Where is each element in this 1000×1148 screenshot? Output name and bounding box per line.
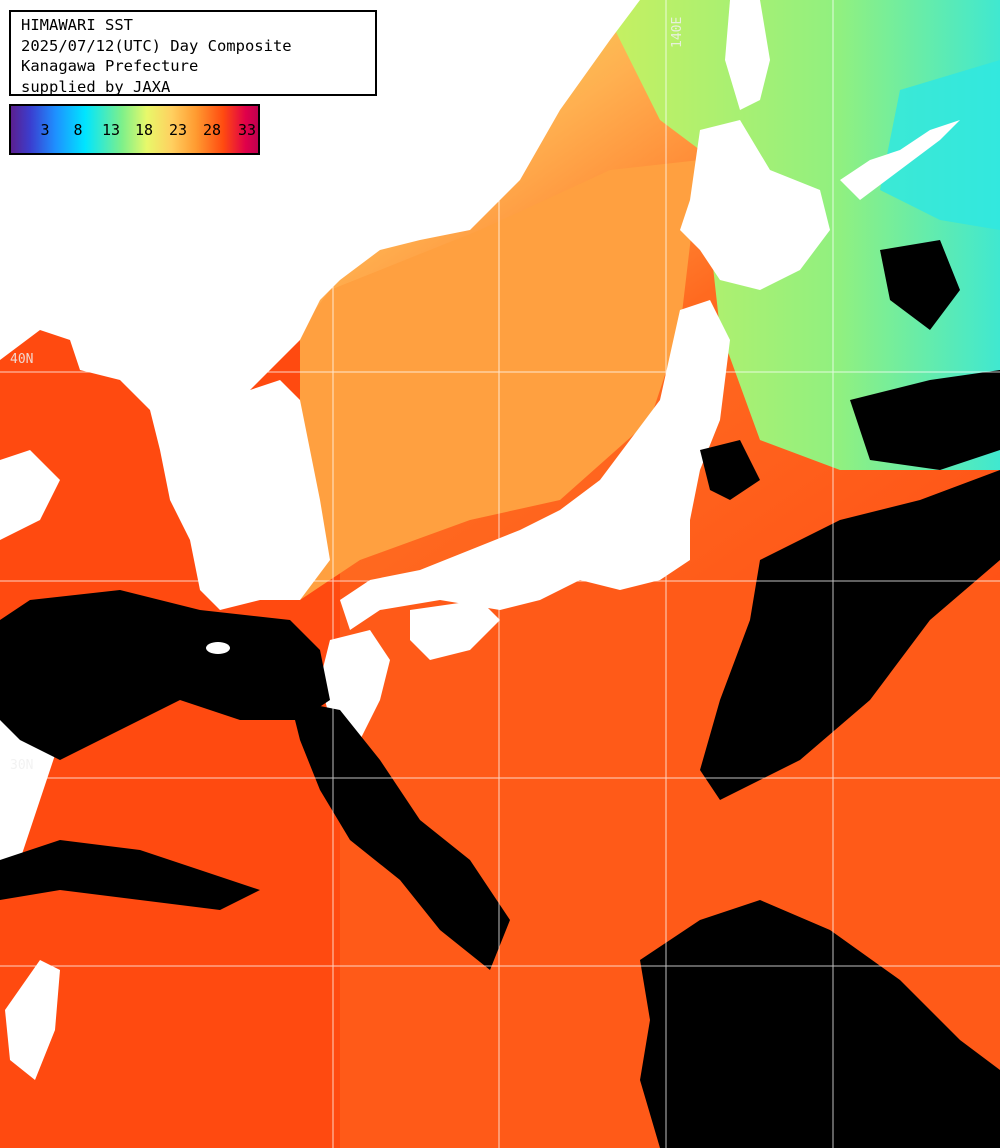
lat-label-40n: 40N [10, 352, 34, 367]
land-korea [180, 380, 330, 600]
cloud-south-west [0, 840, 260, 910]
legend-tick: 28 [202, 121, 222, 139]
cloud-east-china-sea [0, 590, 330, 760]
color-scale-legend: 3 8 13 18 23 28 33 [9, 104, 260, 155]
lat-label-30n: 30N [10, 758, 34, 773]
land-kurils [840, 120, 960, 200]
cloud-north-pacific [850, 370, 1000, 470]
land-honshu [340, 300, 730, 630]
title-line-date: 2025/07/12(UTC) Day Composite [21, 36, 292, 55]
legend-tick: 8 [73, 121, 83, 139]
title-box: HIMAWARI SST 2025/07/12(UTC) Day Composi… [9, 10, 377, 96]
title-line-credit: supplied by JAXA [21, 77, 171, 96]
cloud-ryukyu [290, 700, 510, 970]
cloud-north-patch [880, 240, 960, 330]
land-china-coast-1 [0, 450, 60, 540]
land-hokkaido [680, 120, 830, 290]
title-line-region: Kanagawa Prefecture [21, 57, 199, 75]
legend-tick: 23 [168, 121, 188, 139]
cloud-kanto-coast [700, 440, 760, 500]
land-taiwan [5, 960, 60, 1080]
legend-tick: 3 [40, 121, 50, 139]
land-sakhalin [725, 0, 770, 110]
land-jeju [206, 642, 230, 654]
sea-of-japan [300, 160, 700, 600]
cloud-south-pacific [640, 900, 1000, 1148]
sea-okhotsk-cold [880, 60, 1000, 230]
legend-tick: 33 [237, 121, 257, 139]
cloud-pacific-east [700, 470, 1000, 800]
title-line-product: HIMAWARI SST [21, 16, 133, 34]
legend-tick: 18 [134, 121, 154, 139]
lon-label-140e: 140E [670, 16, 685, 48]
land-shikoku [410, 600, 500, 660]
legend-tick: 13 [101, 121, 121, 139]
